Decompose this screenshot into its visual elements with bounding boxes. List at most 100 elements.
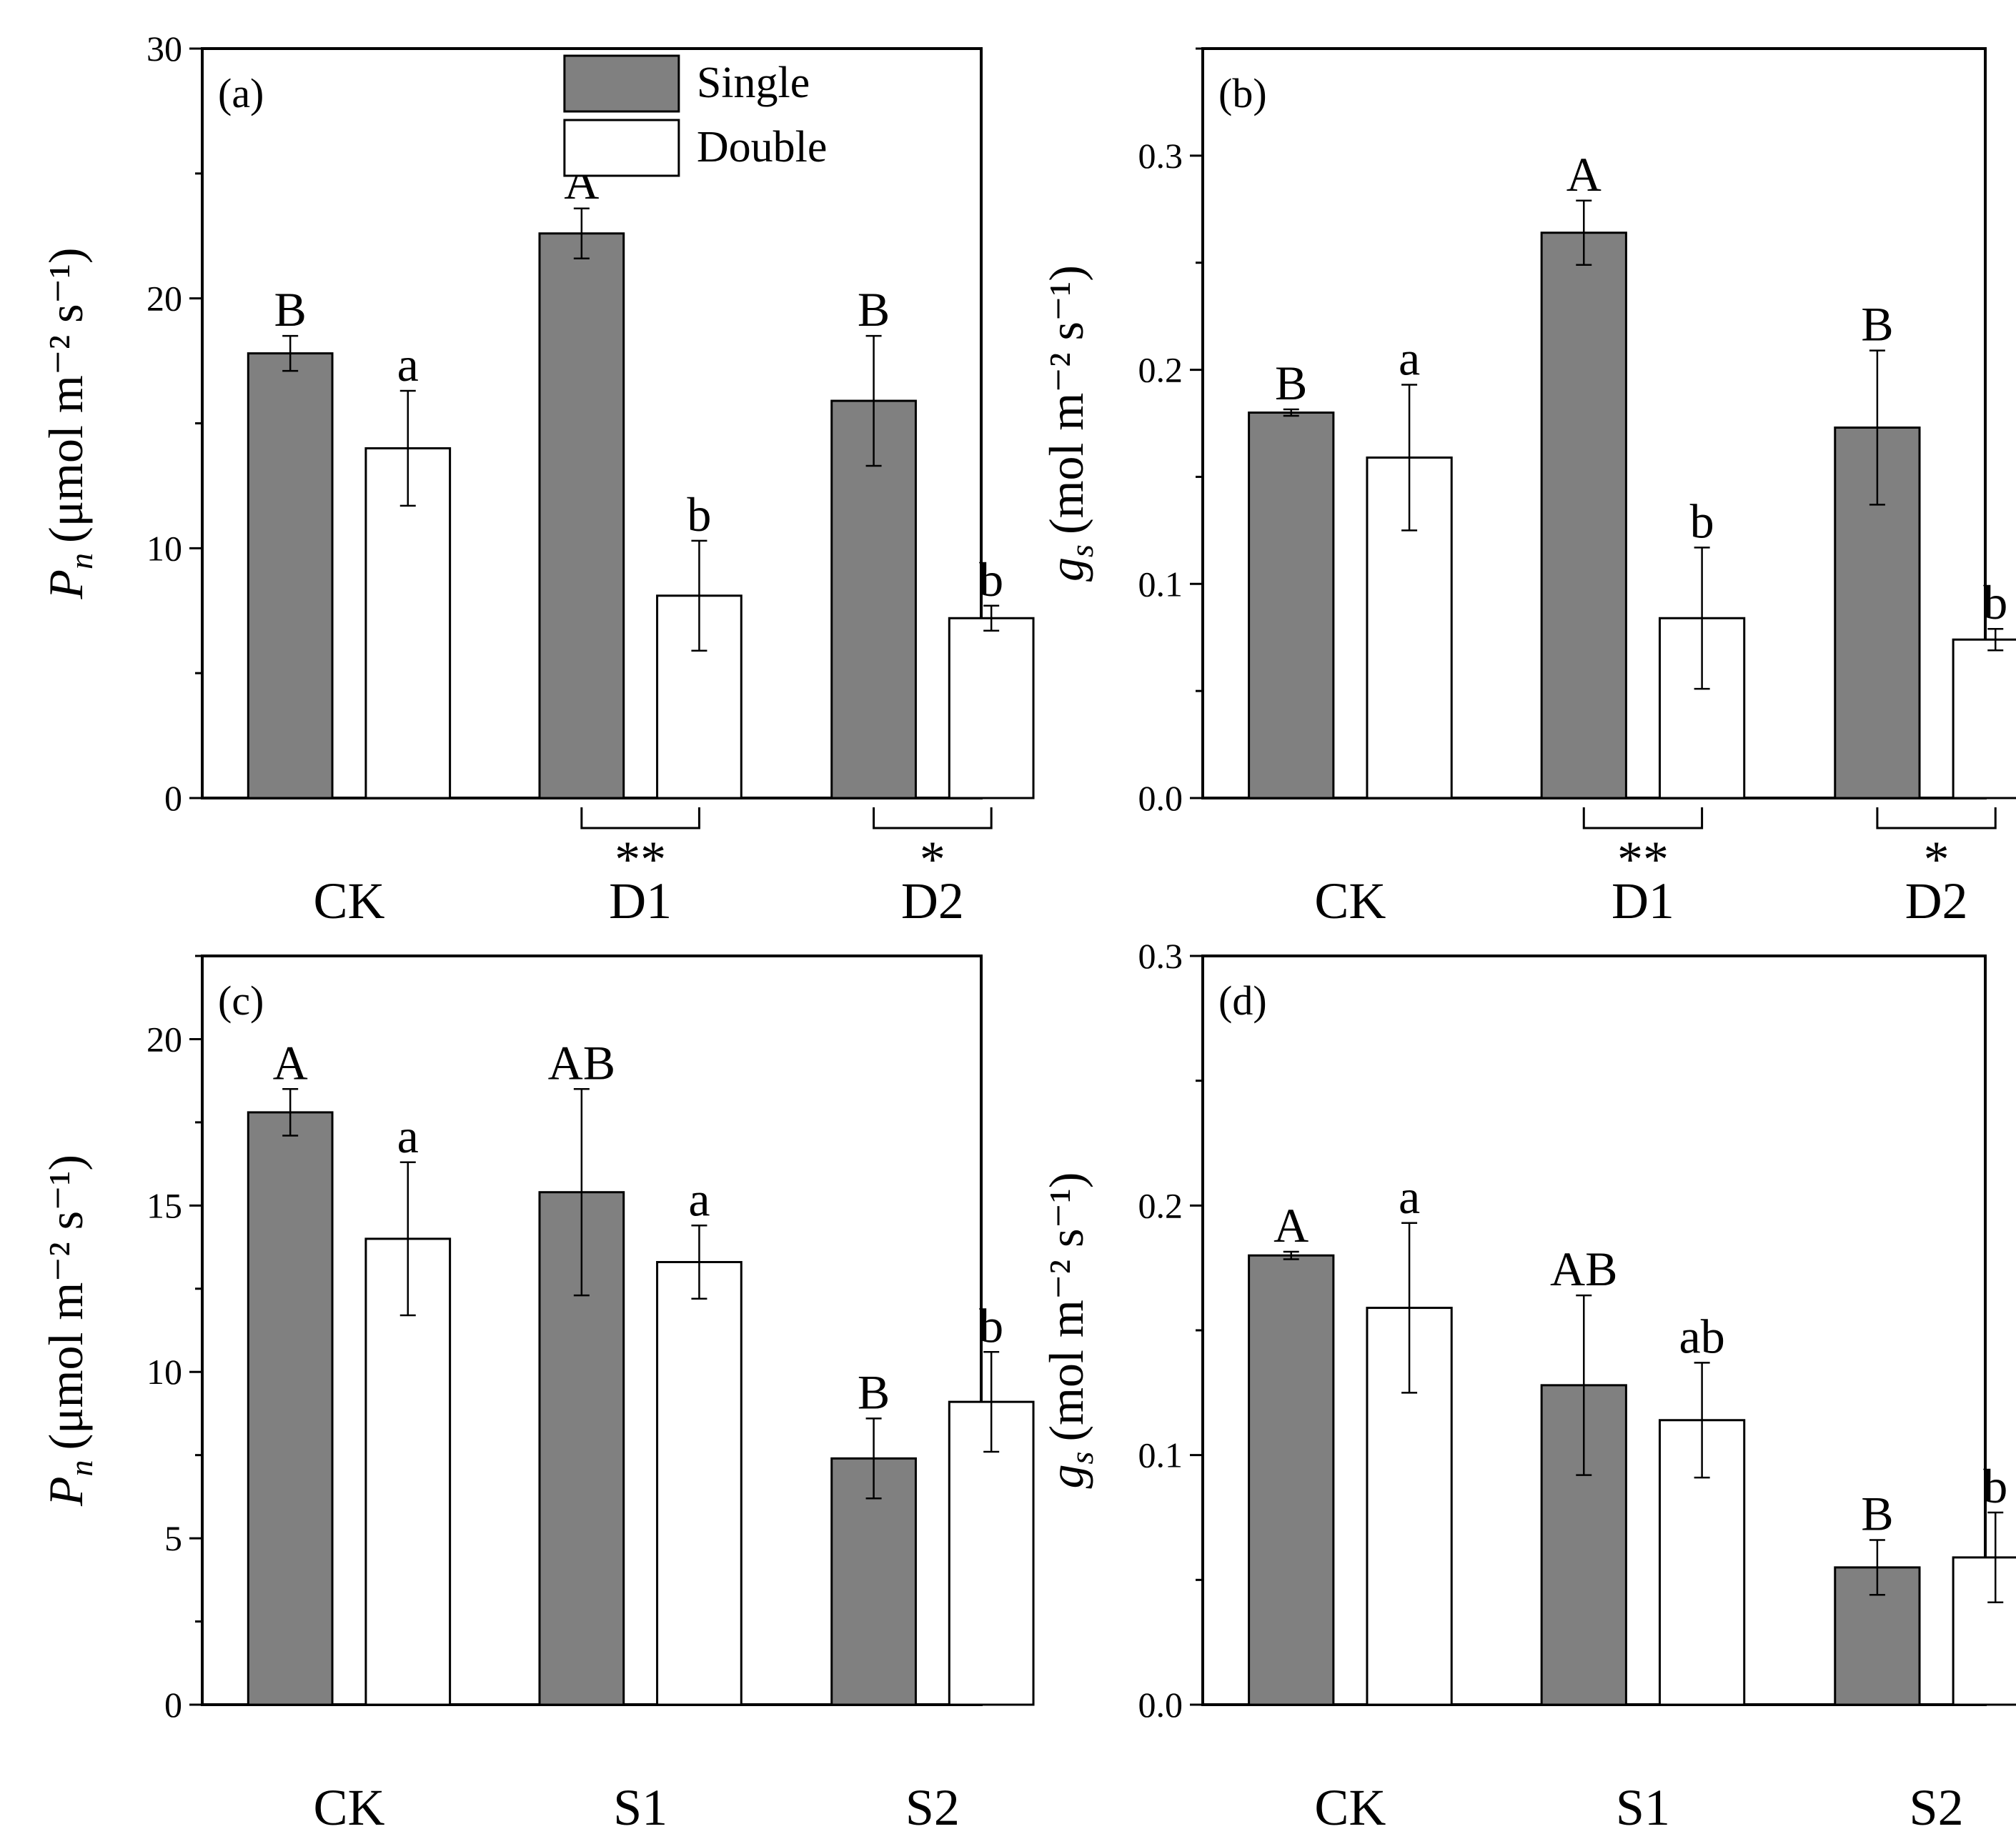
y-axis-subscript: n	[63, 1460, 99, 1476]
legend-label-double: Double	[697, 123, 828, 171]
bar-single	[1248, 412, 1335, 799]
significance-letter: B	[1275, 356, 1307, 410]
y-axis-title: gs (mol m⁻² s⁻¹)	[1039, 1172, 1100, 1489]
panel-d: 0.0 0.1 0.2 0.3 gs (mol m⁻² s⁻¹) (d) Aa CK AB ab S1…	[1039, 936, 2016, 1834]
significance-letter: a	[397, 1109, 419, 1163]
y-tick-label: 0	[164, 778, 182, 818]
y-tick-label: 30	[147, 29, 182, 69]
y-axis-unit: (μmol m⁻² s⁻¹)	[39, 248, 93, 543]
panel-label: (c)	[218, 977, 264, 1024]
significance-bracket	[1876, 807, 1997, 829]
y-axis-title: Pn (μmol m⁻² s⁻¹)	[39, 1155, 99, 1507]
bar-single	[538, 232, 625, 799]
significance-letter: a	[1399, 332, 1420, 386]
panel-label: (a)	[218, 70, 264, 116]
significance-star: *	[920, 831, 945, 888]
bar-double	[948, 617, 1035, 799]
y-axis-unit: (μmol m⁻² s⁻¹)	[39, 1155, 93, 1450]
significance-letter: B	[858, 1365, 890, 1419]
significance-star: **	[1617, 831, 1669, 888]
y-tick-label: 20	[147, 1019, 182, 1059]
significance-letter: b	[1983, 575, 2007, 629]
significance-letter: b	[979, 1298, 1003, 1352]
y-tick-label: 5	[164, 1518, 182, 1558]
significance-star: **	[615, 831, 666, 888]
y-axis-symbol: P	[39, 569, 93, 600]
bar-single	[830, 1457, 917, 1706]
x-tick-label: CK	[1314, 872, 1386, 930]
y-axis-title: gs (mol m⁻² s⁻¹)	[1039, 265, 1100, 582]
bar-single	[247, 1111, 334, 1706]
y-axis-subscript: s	[1063, 1452, 1100, 1465]
bar-double	[364, 1237, 452, 1706]
legend-swatch-single	[563, 54, 680, 113]
legend-swatch-double	[563, 119, 680, 177]
y-axis-symbol: P	[39, 1476, 93, 1507]
significance-letter: AB	[1550, 1242, 1617, 1296]
significance-letter: ab	[1679, 1309, 1725, 1363]
y-tick-label: 0.1	[1138, 564, 1183, 604]
y-tick-label: 10	[147, 1352, 182, 1392]
x-tick-label: D1	[609, 872, 672, 930]
y-tick-label: 0.2	[1138, 1185, 1183, 1225]
x-tick-label: D2	[901, 872, 964, 930]
y-axis-subscript: s	[1063, 544, 1100, 557]
significance-letter: b	[1983, 1459, 2007, 1513]
x-tick-label: CK	[313, 872, 384, 930]
panel-c: 0 5 10 15 20 Pn (μmol m⁻² s⁻¹) (c)Aa CK AB a S1 Bb S2	[39, 955, 1035, 1834]
significance-letter: B	[1861, 1486, 1893, 1540]
legend-label-single: Single	[697, 59, 810, 107]
significance-letter: a	[688, 1172, 710, 1226]
significance-bracket	[580, 807, 700, 829]
y-axis-unit: (mol m⁻² s⁻¹)	[1039, 265, 1093, 534]
x-tick-label: S1	[613, 1779, 667, 1834]
y-tick-label: 0.2	[1138, 350, 1183, 390]
significance-letter: B	[858, 282, 890, 337]
significance-letter: A	[273, 1035, 308, 1090]
panel-label: (b)	[1218, 70, 1267, 116]
significance-letter: AB	[548, 1035, 615, 1090]
significance-letter: b	[687, 487, 711, 542]
y-tick-label: 0.3	[1138, 936, 1183, 976]
y-tick-label: 0.0	[1138, 1685, 1183, 1725]
bar-single	[1248, 1254, 1335, 1706]
bar-single	[247, 352, 334, 799]
y-axis-unit: (mol m⁻² s⁻¹)	[1039, 1172, 1093, 1442]
y-axis-symbol: g	[1039, 557, 1093, 582]
bar-single	[1540, 1384, 1627, 1706]
significance-letter: b	[979, 552, 1003, 607]
x-tick-label: CK	[1314, 1779, 1386, 1834]
significance-letter: b	[1690, 494, 1714, 548]
significance-bracket	[1582, 807, 1704, 829]
significance-letter: B	[1861, 297, 1893, 352]
y-tick-label: 0	[164, 1685, 182, 1725]
x-tick-label: D2	[1905, 872, 1968, 930]
significance-star: *	[1924, 831, 1950, 888]
y-axis-subscript: n	[63, 553, 99, 569]
x-tick-label: CK	[313, 1779, 384, 1834]
bar-double	[656, 594, 743, 799]
significance-bracket	[873, 807, 993, 829]
bar-double	[656, 1261, 743, 1706]
y-tick-label: 0.1	[1138, 1435, 1183, 1475]
significance-letter: A	[1273, 1198, 1309, 1252]
y-axis-symbol: g	[1039, 1464, 1093, 1488]
significance-letter: a	[397, 337, 419, 392]
bar-double	[1952, 1556, 2016, 1706]
significance-letter: B	[274, 282, 306, 337]
y-tick-label: 0.0	[1138, 778, 1183, 818]
significance-letter: a	[1399, 1170, 1420, 1224]
panel-label: (d)	[1218, 977, 1267, 1024]
panel-b: 0.0 0.1 0.2 0.3 gs (mol m⁻² s⁻¹) (b) B a CK Ab D1 Bb…	[1039, 47, 2016, 930]
y-tick-label: 10	[147, 528, 182, 568]
y-tick-label: 20	[147, 279, 182, 319]
x-tick-label: S1	[1616, 1779, 1670, 1834]
x-tick-label: S2	[1910, 1779, 1964, 1834]
bar-double	[1952, 638, 2016, 799]
x-tick-label: D1	[1612, 872, 1674, 930]
y-axis-title: Pn (μmol m⁻² s⁻¹)	[39, 248, 99, 600]
y-tick-label: 15	[147, 1185, 182, 1225]
significance-letter: A	[1566, 147, 1602, 201]
